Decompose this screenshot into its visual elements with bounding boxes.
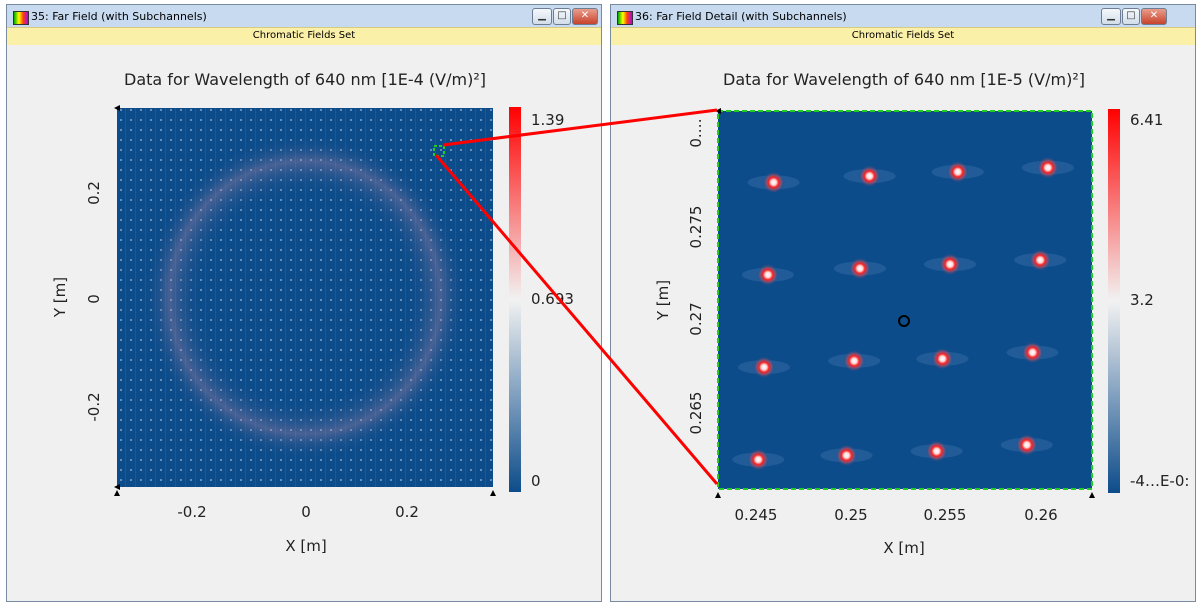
intensity-spot	[1015, 433, 1038, 456]
intensity-spot	[931, 347, 954, 370]
app-icon	[617, 11, 633, 25]
colorbar	[1108, 109, 1120, 493]
intensity-spot	[925, 440, 948, 463]
far-field-detail-plot[interactable]: Data for Wavelength of 640 nm [1E-5 (V/m…	[611, 45, 1196, 602]
plot-area[interactable]: Data for Wavelength of 640 nm [1E-4 (V/m…	[7, 45, 601, 601]
close-icon: ✕	[1149, 10, 1159, 21]
intensity-spot	[756, 263, 779, 286]
x-tick-label: 0	[301, 503, 311, 521]
colorbar-max-label: 6.41	[1130, 111, 1163, 129]
intensity-spot	[848, 257, 871, 280]
chromatic-fields-header: Chromatic Fields Set	[7, 27, 601, 46]
x-tick-label: 0.25	[834, 506, 867, 524]
far-field-window[interactable]: 35: Far Field (with Subchannels) ▁ □ ✕ C…	[6, 4, 602, 602]
plot-title: Data for Wavelength of 640 nm [1E-5 (V/m…	[723, 70, 1085, 89]
app-icon	[13, 11, 29, 25]
intensity-spot	[747, 448, 770, 471]
window-title: 35: Far Field (with Subchannels)	[31, 10, 207, 23]
y-tick-label: 0.2	[85, 181, 103, 205]
colorbar-mid-label: 3.2	[1130, 291, 1154, 309]
intensity-spot	[1029, 249, 1052, 272]
intensity-spot	[1021, 341, 1044, 364]
x-tick-label: 0.245	[735, 506, 778, 524]
axis-corner-mark	[114, 490, 120, 496]
x-tick-label: 0.2	[395, 503, 419, 521]
axis-corner-mark	[114, 105, 120, 111]
intensity-spot	[753, 356, 776, 379]
intensity-spot	[946, 160, 969, 183]
cursor-marker[interactable]	[898, 315, 911, 327]
far-field-detail-window[interactable]: 36: Far Field Detail (with Subchannels) …	[610, 4, 1196, 602]
y-tick-label: 0.275	[687, 206, 705, 249]
plot-title: Data for Wavelength of 640 nm [1E-4 (V/m…	[124, 70, 486, 89]
colorbar	[509, 107, 521, 492]
intensity-spot	[1036, 156, 1059, 179]
minimize-button[interactable]: ▁	[532, 8, 552, 25]
axis-corner-mark	[1089, 492, 1095, 498]
far-field-plot[interactable]: Data for Wavelength of 640 nm [1E-4 (V/m…	[7, 45, 602, 602]
intensity-spot	[843, 349, 866, 372]
intensity-spot	[858, 165, 881, 188]
window-title: 36: Far Field Detail (with Subchannels)	[635, 10, 847, 23]
y-tick-label: 0.27	[687, 302, 705, 335]
y-tick-label: 0	[85, 294, 103, 304]
minimize-icon: ▁	[1107, 10, 1115, 21]
chromatic-fields-header: Chromatic Fields Set	[611, 27, 1195, 46]
x-tick-label: 0.26	[1024, 506, 1057, 524]
maximize-icon: □	[1126, 10, 1136, 21]
minimize-icon: ▁	[538, 10, 546, 21]
maximize-button[interactable]: □	[553, 8, 571, 25]
colorbar-max-label: 1.39	[531, 111, 564, 129]
x-axis-label: X [m]	[285, 537, 326, 555]
axis-corner-mark	[715, 492, 721, 498]
x-axis-label: X [m]	[883, 539, 924, 557]
intensity-spot	[939, 253, 962, 276]
plot-area[interactable]: Data for Wavelength of 640 nm [1E-5 (V/m…	[611, 45, 1195, 601]
x-tick-label: 0.255	[924, 506, 967, 524]
y-axis-label: Y [m]	[654, 280, 672, 321]
close-icon: ✕	[580, 10, 590, 21]
y-axis-label: Y [m]	[51, 277, 69, 318]
intensity-spot	[835, 444, 858, 467]
field-ring-pattern	[117, 108, 493, 487]
colorbar-min-label: -4…E-0:	[1130, 472, 1189, 490]
close-button[interactable]: ✕	[572, 8, 598, 25]
colorbar-min-label: 0	[531, 472, 541, 490]
axis-corner-mark	[114, 484, 120, 490]
y-tick-label: -0.2	[85, 392, 103, 421]
colorbar-mid-label: 0.693	[531, 290, 574, 308]
maximize-icon: □	[557, 10, 567, 21]
minimize-button[interactable]: ▁	[1101, 8, 1121, 25]
intensity-spot	[762, 171, 785, 194]
x-tick-label: -0.2	[177, 503, 206, 521]
y-tick-label: 0.265	[687, 392, 705, 435]
y-tick-label: 0.…	[687, 118, 705, 147]
maximize-button[interactable]: □	[1122, 8, 1140, 25]
close-button[interactable]: ✕	[1141, 8, 1167, 25]
spot-grid	[732, 156, 1074, 471]
axis-corner-mark	[715, 108, 721, 114]
axis-corner-mark	[490, 490, 496, 496]
